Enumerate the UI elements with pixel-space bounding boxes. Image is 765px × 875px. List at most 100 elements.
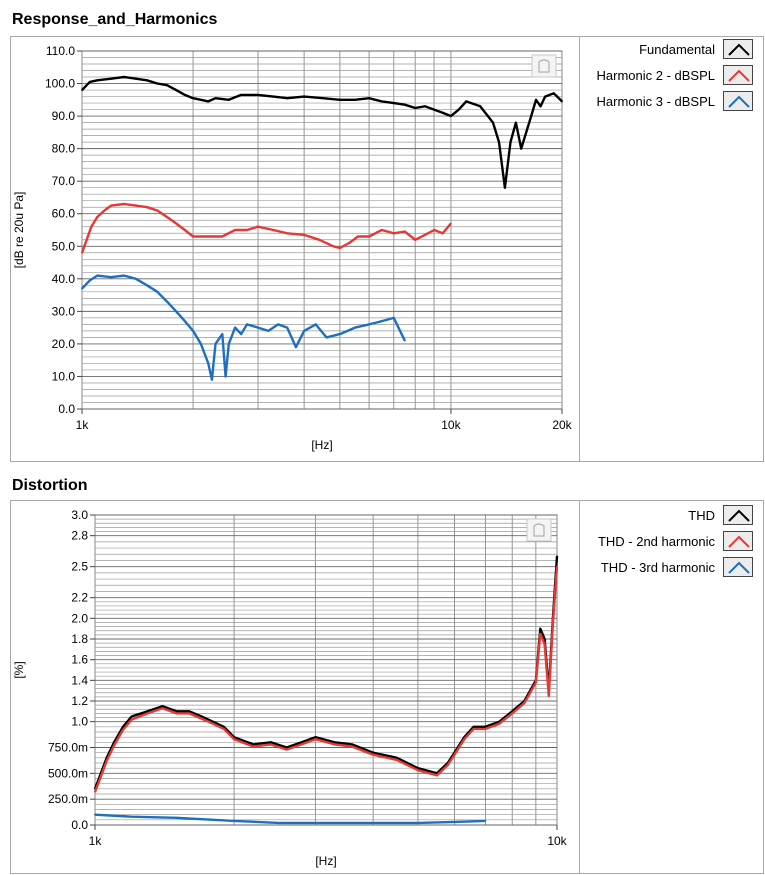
series-1-point (156, 82, 159, 85)
series-3-point (224, 375, 227, 378)
series-1-point (441, 111, 444, 114)
series-2-point (285, 748, 288, 751)
series-1-point (269, 741, 272, 744)
graph-palette-icon[interactable] (526, 518, 552, 542)
legend-swatch-icon[interactable] (723, 531, 753, 551)
series-1-point (484, 725, 487, 728)
series-3-point (381, 320, 383, 323)
series-2-point (103, 209, 106, 212)
legend-swatch-icon[interactable] (723, 557, 753, 577)
legend-item[interactable]: Harmonic 2 - dBSPL (596, 62, 753, 88)
legend-label: THD - 3rd harmonic (600, 559, 715, 575)
series-3-point (183, 320, 186, 323)
legend-item[interactable]: Harmonic 3 - dBSPL (597, 88, 753, 114)
series-2-point (484, 728, 487, 730)
legend-divider (579, 37, 580, 461)
distortion-chart[interactable]: 0.0 250.0m 500.0m 750.0m 1.0 1.2 1.4 1.6 1.8 2.0 2… (11, 501, 763, 873)
series-2-point (523, 702, 526, 704)
series-1-point (503, 186, 506, 189)
series-3-point (277, 822, 280, 824)
x-tick-label: 10k (547, 834, 567, 848)
series-1-point (81, 89, 83, 91)
series-2-point (338, 247, 341, 249)
series-1-point (479, 105, 482, 108)
y-tick-label: 20.0 (52, 337, 76, 351)
y-tick-label: 500.0m (48, 766, 88, 780)
series-2-point (511, 712, 514, 715)
series-2-point (441, 232, 444, 235)
series-line-3 (81, 274, 406, 381)
series-1-point (552, 92, 555, 95)
series-2-point (183, 229, 186, 231)
series-1-point (146, 79, 148, 82)
series-1-point (207, 100, 210, 103)
series-1-point (214, 97, 217, 100)
series-1-point (515, 121, 517, 124)
series-1-point (381, 100, 383, 103)
series-2-point (272, 229, 275, 231)
legend-item[interactable]: THD - 3rd harmonic (598, 554, 753, 580)
legend-swatch-icon[interactable] (723, 91, 753, 111)
series-1-point (423, 105, 426, 108)
y-tick-label: 80.0 (52, 142, 76, 156)
legend-item[interactable]: THD - 2nd harmonic (598, 528, 753, 554)
series-3-point (277, 323, 279, 326)
series-2-point (123, 203, 125, 205)
series-1-point (457, 108, 460, 111)
series-1-point (561, 100, 563, 103)
series-1-point (188, 710, 191, 713)
series-1-point (417, 767, 419, 770)
plot-area (81, 50, 563, 410)
y-tick-label: 90.0 (52, 109, 76, 123)
series-1-point (300, 741, 303, 744)
series-2-point (368, 235, 370, 238)
y-tick-label: 750.0m (48, 741, 88, 755)
series-2-point (403, 230, 406, 233)
series-3-point (81, 287, 83, 290)
legend-swatch-icon[interactable] (723, 39, 753, 59)
series-3-point (233, 819, 235, 822)
series-1-point (122, 725, 124, 728)
response-legend: Fundamental Harmonic 2 - dBSPL Harmonic 3 … (596, 36, 753, 114)
legend-item[interactable]: THD (598, 502, 753, 528)
series-2-point (450, 222, 452, 225)
series-1-point (199, 98, 202, 101)
graph-palette-icon[interactable] (531, 54, 557, 78)
series-2-point (222, 728, 225, 730)
series-2-point (463, 738, 466, 741)
y-tick-label: 50.0 (52, 239, 76, 253)
series-2-point (351, 745, 353, 748)
legend-swatch-icon[interactable] (723, 65, 753, 85)
x-tick-label: 1k (89, 834, 103, 848)
series-1-point (146, 710, 149, 713)
series-2-point (188, 712, 191, 715)
x-tick-label: 1k (76, 418, 90, 432)
series-2-point (286, 232, 289, 235)
series-2-point (130, 718, 133, 721)
series-1-point (257, 94, 259, 96)
series-2-point (446, 764, 449, 766)
series-2-point (395, 759, 398, 761)
series-3-point (123, 274, 125, 277)
y-tick-label: 70.0 (52, 174, 76, 188)
legend-label: Harmonic 2 - dBSPL (596, 67, 716, 83)
series-3-point (295, 346, 297, 349)
series-2-point (252, 745, 255, 748)
series-3-point (146, 284, 148, 287)
series-1-point (414, 107, 417, 109)
series-1-point (175, 710, 178, 713)
series-3-point (246, 323, 248, 326)
series-1-point (543, 638, 546, 640)
y-tick-label: 1.8 (71, 632, 88, 646)
series-3-point (303, 329, 306, 332)
response-chart[interactable]: 0.0 10.0 20.0 30.0 40.0 50.0 60.0 70.0 80.0 90.0 1… (11, 37, 763, 461)
series-2-point (318, 238, 321, 241)
series-2-point (166, 216, 168, 218)
series-2-point (372, 753, 375, 756)
y-tick-label: 2.8 (71, 529, 88, 543)
legend-item[interactable]: Fundamental (597, 36, 753, 62)
y-tick-label: 110.0 (46, 44, 75, 58)
series-2-point (200, 717, 203, 720)
x-axis-label: [Hz] (311, 438, 332, 452)
legend-swatch-icon[interactable] (723, 505, 753, 525)
